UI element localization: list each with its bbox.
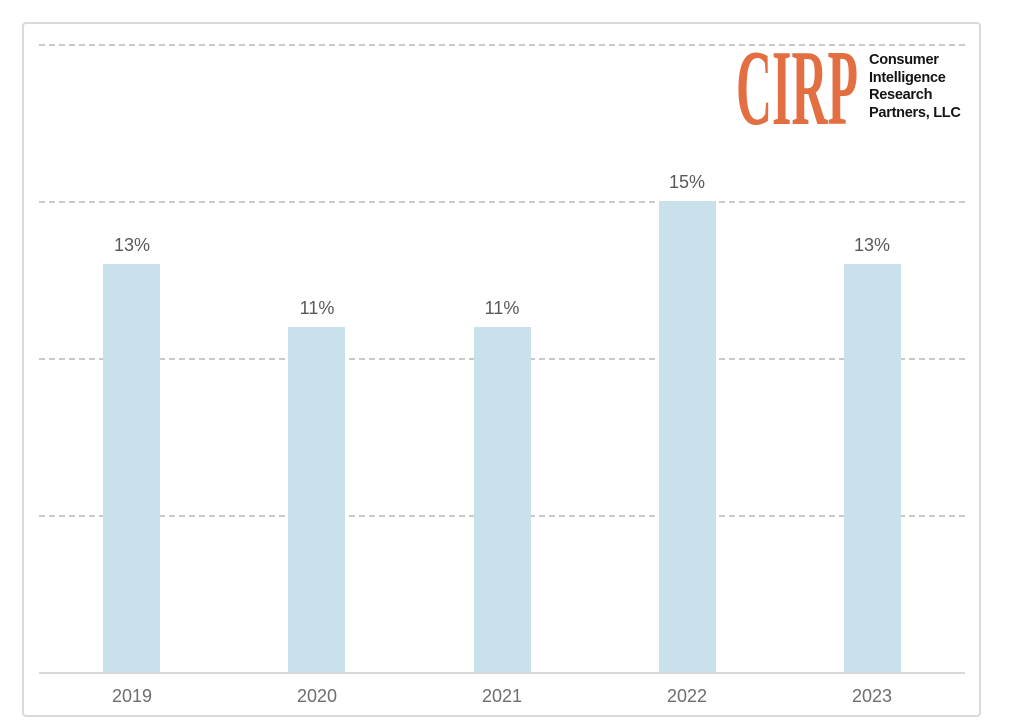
logo-line: Research [869,86,933,103]
cirp-acronym: CIRP [736,48,858,127]
bar-2020 [288,327,345,672]
cirp-logo: CIRP Consumer Intelligence Research Part… [736,48,964,127]
x-tick-label: 2022 [666,686,708,706]
chart-frame: 13% 2019 11% 2020 11% 2021 15% 2022 13% 2023 CIRP… [22,22,981,717]
bar-value-label: 11% [299,298,335,318]
gridline [39,44,965,46]
plot-area: 13% 2019 11% 2020 11% 2021 15% 2022 13% 2023 [24,24,979,715]
logo-line: Consumer [869,51,939,68]
logo-line: Intelligence [869,68,946,86]
x-tick-label: 2023 [851,686,893,706]
x-tick-label: 2020 [296,686,338,706]
bar-value-label: 13% [113,235,151,255]
gridline [39,201,965,203]
cirp-logo-mark: CIRP [736,48,858,127]
x-tick-label: 2021 [481,686,523,706]
bar-2023 [844,264,901,672]
cirp-logo-text: Consumer Intelligence Research Partners,… [869,48,963,121]
bar-value-label: 15% [668,172,706,192]
bar-value-label: 13% [853,235,891,255]
bar-2021 [474,327,531,672]
bar-2019 [103,264,160,672]
bar-2022 [659,201,716,672]
logo-line: Partners, LLC [869,103,961,121]
x-axis-line [39,672,965,674]
x-tick-label: 2019 [111,686,153,706]
bar-value-label: 11% [484,298,520,318]
